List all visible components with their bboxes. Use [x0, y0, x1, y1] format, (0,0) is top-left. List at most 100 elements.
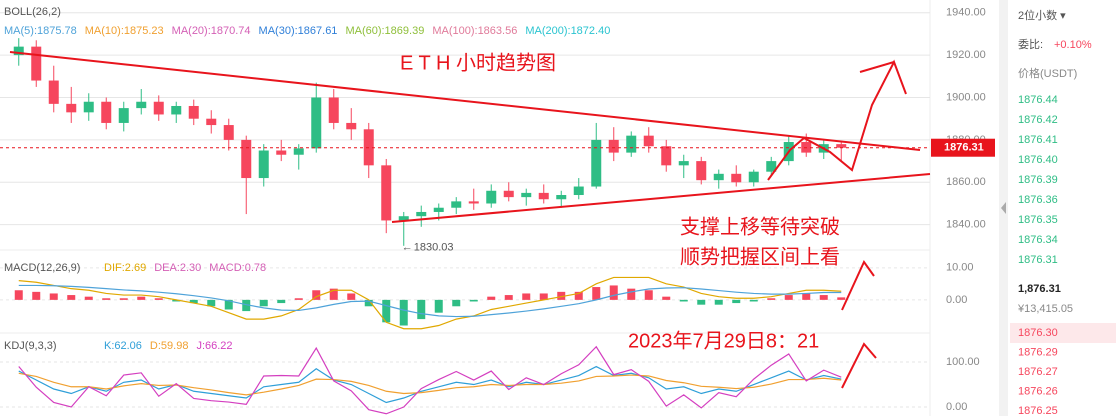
low-arrow: ←: [402, 242, 413, 254]
ask-price: 1876.31: [1018, 254, 1058, 266]
macd-bar: [84, 296, 93, 300]
low-label: 1830.03: [414, 242, 454, 254]
macd-bar: [802, 293, 811, 300]
macd-bar: [767, 298, 776, 300]
candle-body: [136, 101, 147, 109]
candle-body: [276, 150, 287, 155]
candle-body: [591, 139, 602, 187]
macd-bar: [417, 299, 426, 320]
ask-price: 1876.35: [1018, 214, 1058, 226]
candle-body: [416, 211, 427, 217]
ask-price: 1876.42: [1018, 114, 1058, 126]
indicator-header: KDJ(9,3,3): [4, 340, 57, 352]
candle-body: [13, 46, 24, 56]
splitter-arrow[interactable]: [1001, 202, 1006, 214]
candle-body: [696, 161, 707, 181]
y-tick-label: 1920.00: [946, 49, 986, 61]
y-tick-label: 1840.00: [946, 219, 986, 231]
chart-title: E T H 小时趋势图: [400, 51, 556, 74]
ask-price: 1876.34: [1018, 234, 1058, 246]
arrow-kdj: [841, 342, 877, 389]
candle-body: [83, 101, 94, 113]
macd-bar: [732, 299, 741, 304]
macd-bar: [14, 290, 23, 300]
precision-select[interactable]: 2位小数 ▾: [1018, 8, 1066, 22]
macd-bar: [592, 287, 601, 300]
bid-price: 1876.25: [1018, 405, 1058, 416]
indicator-line: [18, 372, 842, 396]
candle-body: [608, 139, 619, 153]
macd-bar: [67, 295, 76, 300]
candle-body: [713, 173, 724, 181]
candle-body: [66, 103, 77, 113]
macd-bar: [189, 299, 198, 304]
indicator-line: [18, 365, 842, 404]
price-header: 价格(USDT): [1018, 66, 1077, 80]
ask-price: 1876.40: [1018, 154, 1058, 166]
arrow-macd: [841, 260, 875, 311]
macd-bar: [504, 295, 513, 300]
resistance-line: [9, 51, 921, 151]
macd-bar: [277, 299, 286, 304]
legend-entry: D:59.98: [150, 340, 189, 352]
candle-body: [381, 165, 392, 221]
candle-body: [521, 192, 532, 198]
candle-body: [328, 97, 339, 123]
ratio-value: +0.10%: [1054, 39, 1092, 51]
macd-bar: [224, 299, 233, 310]
legend-entry: J:66.22: [196, 340, 232, 352]
bid-price: 1876.27: [1018, 366, 1058, 378]
macd-bar: [154, 298, 163, 300]
candle-body: [206, 118, 217, 126]
macd-bar: [609, 285, 618, 300]
support-line: [391, 173, 931, 223]
candle-body: [433, 207, 444, 212]
indicator-line: [18, 276, 842, 330]
candle-body: [556, 195, 567, 200]
macd-bar: [137, 296, 146, 300]
candle-body: [188, 105, 199, 119]
macd-bar: [452, 299, 461, 307]
y-tick-label: 1860.00: [946, 176, 986, 188]
macd-bar: [207, 299, 216, 307]
current-price-label: 1876.31: [944, 142, 984, 154]
legend-entry: DIF:2.69: [104, 262, 146, 274]
macd-bar: [784, 295, 793, 300]
candle-body: [731, 173, 742, 183]
macd-bar: [679, 299, 688, 302]
candle-body: [486, 190, 497, 204]
trend-annotations: [9, 51, 931, 389]
legend-entry: MA(200):1872.40: [525, 25, 610, 37]
macd-bar: [487, 296, 496, 300]
indicator-header: BOLL(26,2): [4, 6, 61, 18]
macd-bar: [259, 299, 268, 307]
macd-bar: [627, 288, 636, 300]
ratio-label: 委比:: [1018, 38, 1043, 51]
y-tick-label: 100.00: [946, 356, 980, 368]
candle-body: [661, 146, 672, 166]
y-tick-label: 1940.00: [946, 7, 986, 19]
annotation: 顺势把握区间上看: [680, 245, 840, 268]
macd-bar: [837, 297, 846, 300]
annotation: 2023年7月29日8：21: [628, 329, 819, 352]
arrow-head: [859, 61, 895, 73]
y-tick-label: 0.00: [946, 401, 967, 413]
macd-bar: [312, 290, 321, 300]
macd-bar: [329, 288, 338, 300]
macd-bar: [172, 299, 181, 302]
candle-body: [398, 216, 409, 221]
candle-body: [241, 139, 252, 179]
macd-bar: [819, 295, 828, 300]
candle-body: [678, 161, 689, 166]
legend-entry: MA(60):1869.39: [345, 25, 424, 37]
legend-entry: MACD:0.78: [209, 262, 266, 274]
candle-body: [468, 201, 479, 204]
ask-price: 1876.41: [1018, 134, 1058, 146]
indicator-line: [18, 284, 842, 318]
bid-highlight: [1010, 323, 1116, 343]
macd-bar: [242, 299, 251, 312]
legend-entry: K:62.06: [104, 340, 142, 352]
legend-entry: DEA:2.30: [154, 262, 201, 274]
candle-body: [643, 135, 654, 147]
arrow-path: [767, 59, 907, 181]
